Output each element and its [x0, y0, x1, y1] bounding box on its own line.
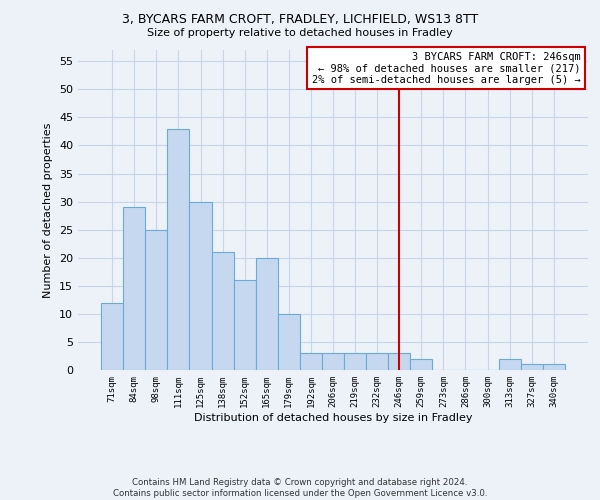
Text: 3 BYCARS FARM CROFT: 246sqm
← 98% of detached houses are smaller (217)
2% of sem: 3 BYCARS FARM CROFT: 246sqm ← 98% of det… [311, 52, 580, 85]
Bar [366, 353, 388, 370]
Bar [521, 364, 543, 370]
X-axis label: Distribution of detached houses by size in Fradley: Distribution of detached houses by size … [194, 412, 472, 422]
Text: Contains HM Land Registry data © Crown copyright and database right 2024.
Contai: Contains HM Land Registry data © Crown c… [113, 478, 487, 498]
Y-axis label: Number of detached properties: Number of detached properties [43, 122, 53, 298]
Bar [256, 258, 278, 370]
Bar [388, 353, 410, 370]
Bar [167, 128, 190, 370]
Bar [278, 314, 300, 370]
Bar [123, 207, 145, 370]
Bar [300, 353, 322, 370]
Bar [233, 280, 256, 370]
Bar [145, 230, 167, 370]
Bar [344, 353, 366, 370]
Bar [543, 364, 565, 370]
Bar [101, 302, 123, 370]
Bar [190, 202, 212, 370]
Bar [499, 359, 521, 370]
Bar [212, 252, 233, 370]
Text: Size of property relative to detached houses in Fradley: Size of property relative to detached ho… [147, 28, 453, 38]
Text: 3, BYCARS FARM CROFT, FRADLEY, LICHFIELD, WS13 8TT: 3, BYCARS FARM CROFT, FRADLEY, LICHFIELD… [122, 12, 478, 26]
Bar [410, 359, 433, 370]
Bar [322, 353, 344, 370]
